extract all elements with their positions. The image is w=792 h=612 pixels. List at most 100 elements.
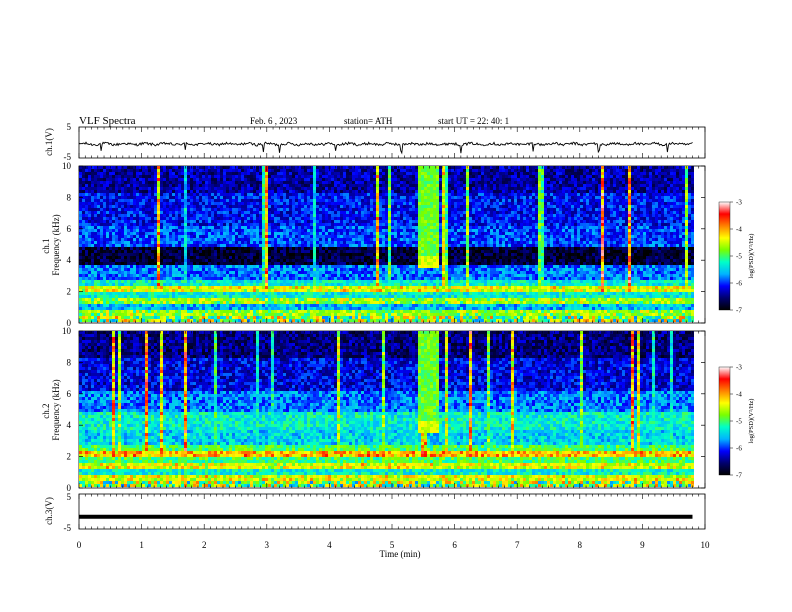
spectrogram-cell [520, 211, 523, 214]
spectrogram-cell [406, 217, 409, 220]
spectrogram-cell [493, 220, 496, 223]
spectrogram-cell [664, 187, 667, 190]
spectrogram-cell [328, 220, 331, 223]
spectrogram-cell [358, 196, 361, 199]
spectrogram-cell [367, 202, 370, 205]
spectrogram-cell [79, 220, 82, 223]
spectrogram-cell [430, 214, 433, 217]
spectrogram-cell [670, 208, 673, 211]
spectrogram-cell [190, 190, 193, 193]
spectrogram-cell [664, 184, 667, 187]
spectrogram-cell [403, 214, 406, 217]
spectrogram-cell [352, 205, 355, 208]
spectrogram-cell [292, 169, 295, 172]
spectrogram-cell [415, 223, 418, 226]
spectrogram-cell [484, 169, 487, 172]
spectrogram-cell [415, 166, 418, 169]
spectrogram-cell [487, 232, 490, 235]
spectrogram-cell [178, 193, 181, 196]
spectrogram-cell [379, 226, 382, 229]
spectrogram-cell [550, 175, 553, 178]
spectrogram-cell [550, 205, 553, 208]
spectrogram-cell [259, 184, 262, 187]
spectrogram-cell [604, 229, 607, 232]
spectrogram-cell [181, 217, 184, 220]
spectrogram-cell [442, 175, 445, 178]
spectrogram-cell [673, 199, 676, 202]
spectrogram-cell [394, 187, 397, 190]
spectrogram-cell [382, 190, 385, 193]
spectrogram-cell [145, 196, 148, 199]
spectrogram-cell [319, 178, 322, 181]
spectrogram-cell [604, 199, 607, 202]
spectrogram-cell [250, 190, 253, 193]
spectrogram-cell [145, 181, 148, 184]
spectrogram-cell [421, 172, 424, 175]
spectrogram-cell [448, 223, 451, 226]
spectrogram-cell [280, 175, 283, 178]
spectrogram-cell [199, 193, 202, 196]
spectrogram-cell [358, 214, 361, 217]
spectrogram-cell [388, 208, 391, 211]
spectrogram-cell [475, 220, 478, 223]
spectrogram-cell [103, 226, 106, 229]
spectrogram-cell [271, 181, 274, 184]
spectrogram-cell [370, 220, 373, 223]
spectrogram-cell [226, 211, 229, 214]
spectrogram-cell [514, 199, 517, 202]
spectrogram-cell [247, 193, 250, 196]
spectrogram-cell [457, 223, 460, 226]
spectrogram-cell [508, 220, 511, 223]
spectrogram-cell [136, 226, 139, 229]
spectrogram-cell [586, 217, 589, 220]
spectrogram-cell [589, 208, 592, 211]
spectrogram-cell [136, 217, 139, 220]
spectrogram-cell [340, 199, 343, 202]
spectrogram-cell [586, 175, 589, 178]
spectrogram-cell [151, 211, 154, 214]
spectrogram-cell [529, 175, 532, 178]
spectrogram-cell [265, 184, 268, 187]
spectrogram-cell [673, 223, 676, 226]
spectrogram-cell [337, 202, 340, 205]
spectrogram-cell [370, 229, 373, 232]
spectrogram-cell [139, 187, 142, 190]
spectrogram-cell [547, 178, 550, 181]
spectrogram-cell [229, 223, 232, 226]
spectrogram-cell [592, 172, 595, 175]
spectrogram-cell [247, 211, 250, 214]
spectrogram-cell [409, 172, 412, 175]
spectrogram-cell [517, 184, 520, 187]
spectrogram-cell [658, 208, 661, 211]
spectrogram-cell [508, 193, 511, 196]
spectrogram-cell [634, 214, 637, 217]
spectrogram-cell [217, 199, 220, 202]
spectrogram-cell [451, 217, 454, 220]
spectrogram-cell [139, 220, 142, 223]
spectrogram-cell [466, 181, 469, 184]
spectrogram-cell [457, 199, 460, 202]
spectrogram-cell [373, 223, 376, 226]
spectrogram-cell [283, 205, 286, 208]
spectrogram-cell [316, 229, 319, 232]
spectrogram-cell [112, 220, 115, 223]
spectrogram-cell [337, 172, 340, 175]
spectrogram-cell [235, 169, 238, 172]
spectrogram-cell [112, 190, 115, 193]
spectrogram-cell [637, 196, 640, 199]
spectrogram-cell [274, 229, 277, 232]
spectrogram-cell [532, 193, 535, 196]
spectrogram-cell [118, 169, 121, 172]
spectrogram-cell [475, 232, 478, 235]
spectrogram-cell [331, 211, 334, 214]
spectrogram-cell [649, 193, 652, 196]
spectrogram-cell [550, 226, 553, 229]
spectrogram-cell [253, 199, 256, 202]
spectrogram-cell [376, 220, 379, 223]
spectrogram-cell [670, 187, 673, 190]
spectrogram-cell [529, 166, 532, 169]
spectrogram-cell [418, 220, 421, 223]
spectrogram-cell [589, 181, 592, 184]
spectrogram-cell [364, 226, 367, 229]
spectrogram-cell [301, 166, 304, 169]
